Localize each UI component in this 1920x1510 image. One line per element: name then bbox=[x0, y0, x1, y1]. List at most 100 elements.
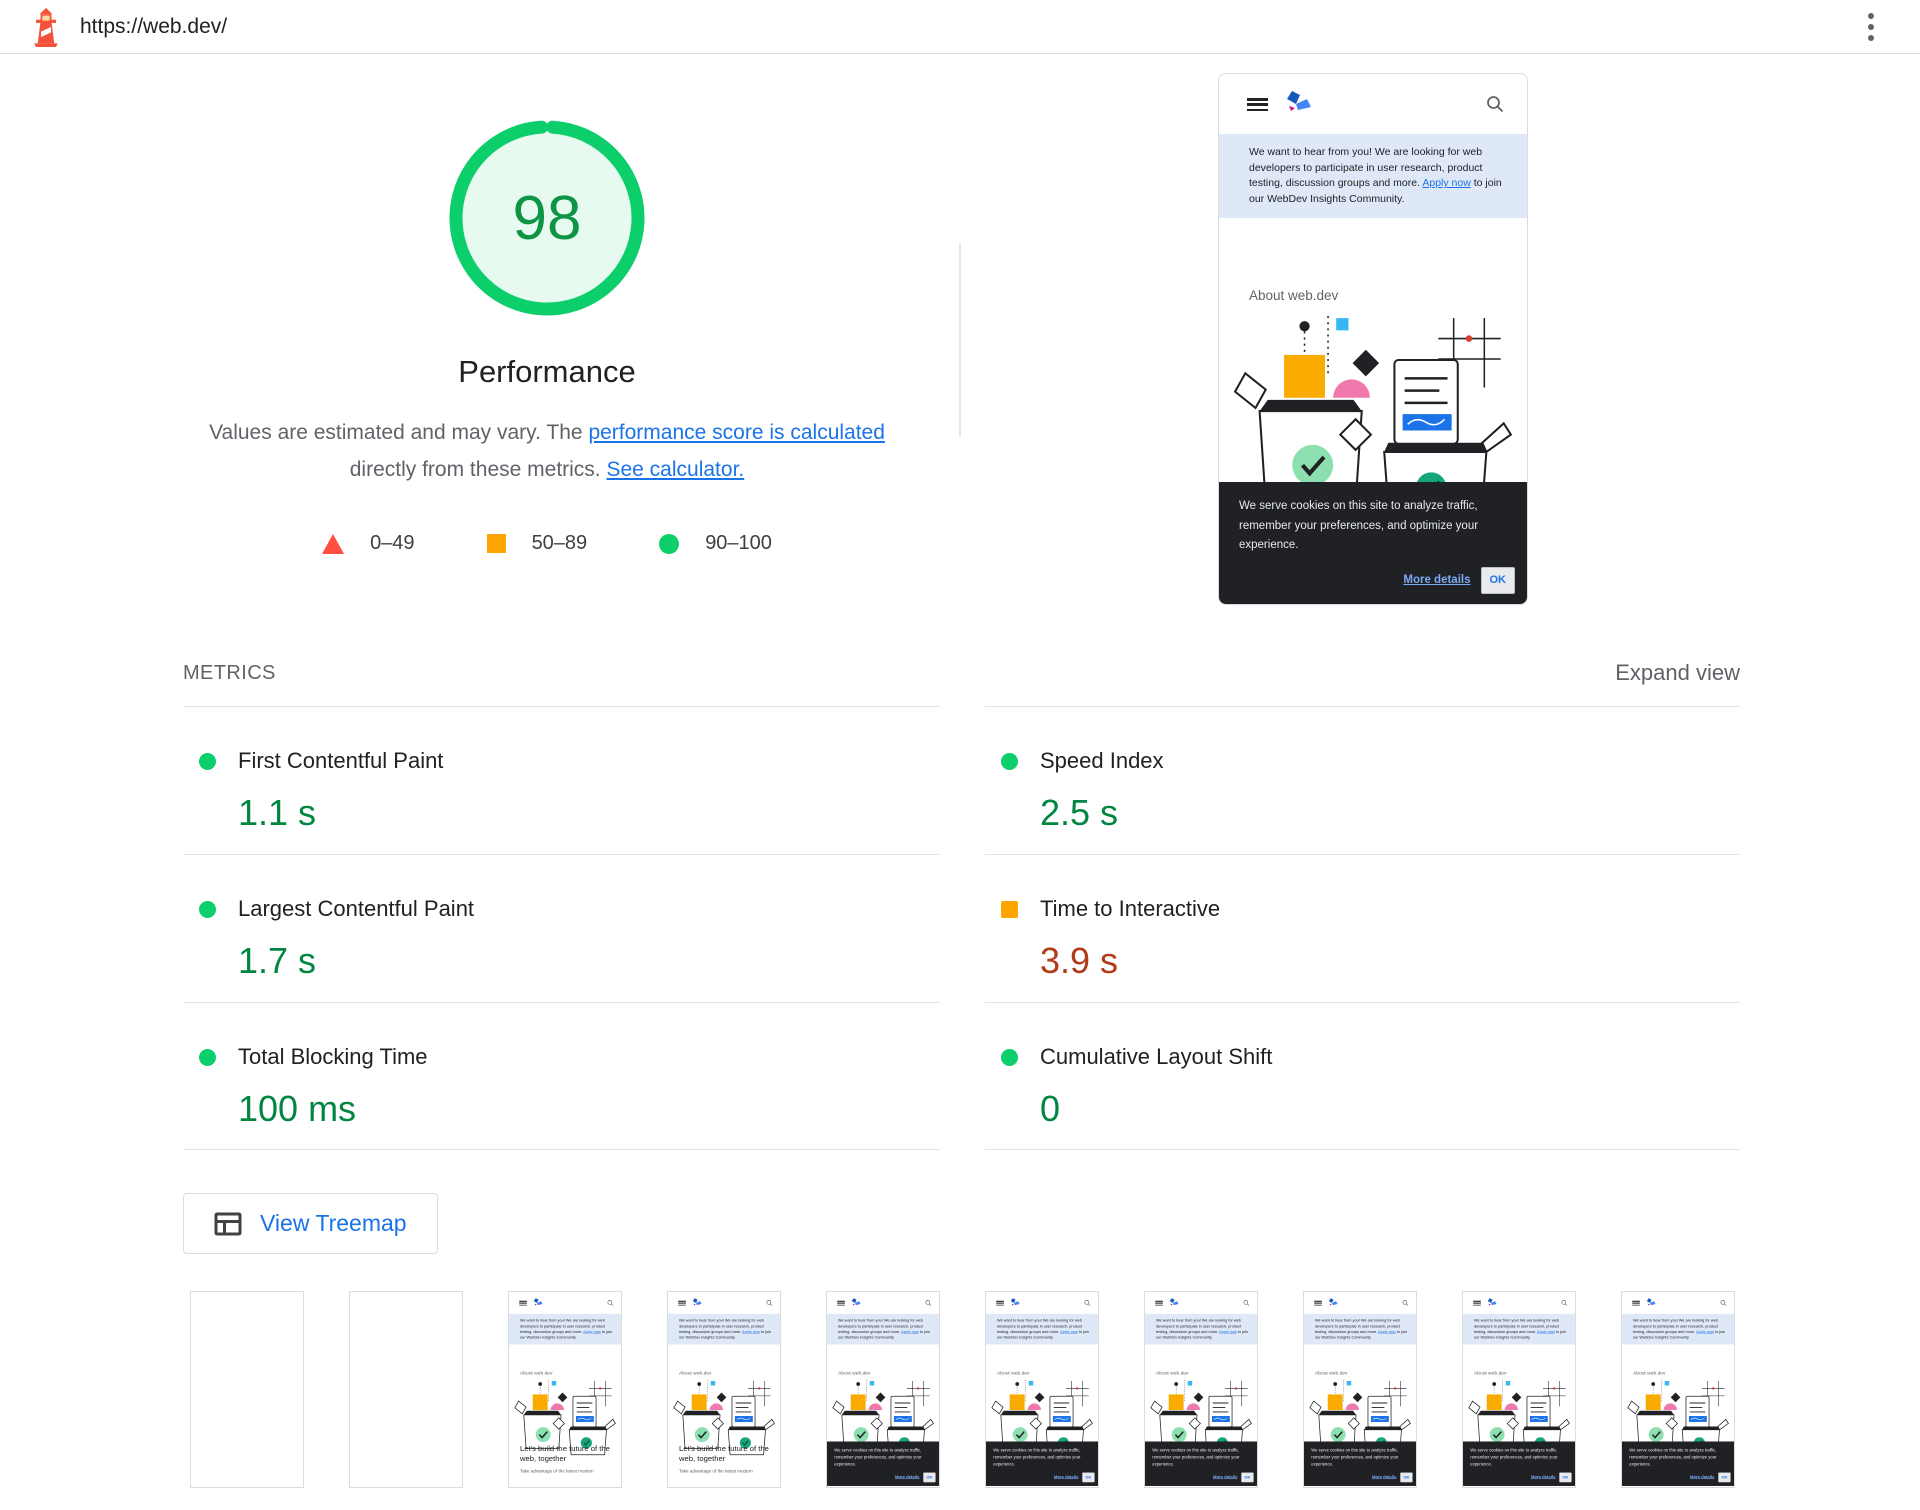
cookie-banner: We serve cookies on this site to analyze… bbox=[1463, 1441, 1575, 1486]
filmstrip-frame: We want to hear from you! We are looking… bbox=[1144, 1291, 1258, 1488]
research-banner: We want to hear from you! We are looking… bbox=[668, 1313, 780, 1345]
webdev-logo-icon bbox=[1487, 1298, 1497, 1306]
filmstrip-frame: We want to hear from you! We are looking… bbox=[667, 1291, 781, 1488]
cookie-actions: More details OK bbox=[894, 1472, 936, 1483]
cookie-text: We serve cookies on this site to analyze… bbox=[834, 1448, 922, 1467]
kebab-menu-icon[interactable] bbox=[1856, 12, 1886, 42]
score-summary: 98 Performance Values are estimated and … bbox=[180, 54, 914, 555]
filmstrip-frame: We want to hear from you! We are looking… bbox=[826, 1291, 940, 1488]
final-screenshot: We want to hear from you! We are looking… bbox=[1218, 73, 1528, 605]
legend-fail: 0–49 bbox=[322, 532, 415, 555]
banner-text: We want to hear from you! We are looking… bbox=[1314, 1318, 1401, 1334]
more-details-link: More details bbox=[1689, 1474, 1715, 1480]
search-icon bbox=[766, 1300, 773, 1306]
apply-now-link: Apply now bbox=[1060, 1329, 1078, 1334]
see-calculator-link[interactable]: See calculator. bbox=[606, 458, 745, 481]
research-banner: We want to hear from you! We are looking… bbox=[1463, 1313, 1575, 1345]
report-url[interactable]: https://web.dev/ bbox=[80, 15, 228, 38]
category-title: Performance bbox=[458, 354, 636, 389]
hamburger-icon bbox=[1314, 1300, 1322, 1306]
banner-text: We want to hear from you! We are looking… bbox=[1155, 1318, 1242, 1334]
more-details-link: More details bbox=[894, 1474, 920, 1480]
screenshot-header bbox=[827, 1292, 939, 1314]
cookie-text: We serve cookies on this site to analyze… bbox=[1629, 1448, 1717, 1467]
about-heading: About web.dev bbox=[1314, 1370, 1348, 1376]
research-banner: We want to hear from you! We are looking… bbox=[1219, 134, 1527, 218]
webdev-logo-icon bbox=[1287, 91, 1311, 111]
screenshot-header bbox=[986, 1292, 1098, 1314]
legend-pass: 90–100 bbox=[659, 532, 772, 555]
score-calc-link[interactable]: performance score is calculated bbox=[588, 421, 885, 444]
banner-text: We want to hear from you! We are looking… bbox=[1249, 146, 1483, 189]
cookie-actions: More details OK bbox=[1689, 1472, 1731, 1483]
metric-time-to-interactive: Time to Interactive 3.9 s bbox=[985, 854, 1740, 1002]
metric-name: Speed Index bbox=[1040, 748, 1164, 773]
hero-headline-block: Let's build the future of the web, toget… bbox=[678, 1444, 772, 1474]
treemap-icon bbox=[214, 1212, 242, 1235]
filmstrip-frame bbox=[349, 1291, 463, 1488]
filmstrip: We want to hear from you! We are looking… bbox=[0, 1291, 1920, 1491]
banner-text: to join our WebDev Insights Community. bbox=[678, 1329, 772, 1340]
ok-button: OK bbox=[1480, 566, 1515, 594]
metric-status-icon bbox=[199, 901, 216, 918]
webdev-page-screenshot: We want to hear from you! We are looking… bbox=[827, 1292, 939, 1486]
webdev-page-screenshot: We want to hear from you! We are looking… bbox=[1304, 1292, 1416, 1486]
webdev-logo-icon bbox=[1010, 1298, 1020, 1306]
ok-button: OK bbox=[1400, 1472, 1413, 1483]
legend-range: 50–89 bbox=[531, 532, 588, 554]
screenshot-header bbox=[1304, 1292, 1416, 1314]
screenshot-header bbox=[668, 1292, 780, 1314]
about-heading: About web.dev bbox=[837, 1370, 871, 1376]
cookie-banner: We serve cookies on this site to analyze… bbox=[986, 1441, 1098, 1486]
metric-status-icon bbox=[199, 753, 216, 770]
divider bbox=[959, 243, 961, 436]
search-icon bbox=[1487, 96, 1504, 113]
legend-average: 50–89 bbox=[486, 532, 588, 555]
score-legend: 0–49 50–89 90–100 bbox=[180, 532, 914, 555]
cookie-actions: More details OK bbox=[1212, 1472, 1254, 1483]
research-banner: We want to hear from you! We are looking… bbox=[827, 1313, 939, 1345]
webdev-page-screenshot: We want to hear from you! We are looking… bbox=[1218, 73, 1528, 605]
webdev-illustration bbox=[991, 1380, 1093, 1456]
hero-subline: Take advantage of the latest modern bbox=[678, 1468, 753, 1474]
research-banner: We want to hear from you! We are looking… bbox=[509, 1313, 621, 1345]
cookie-banner: We serve cookies on this site to analyze… bbox=[827, 1441, 939, 1486]
webdev-illustration bbox=[1309, 1380, 1411, 1456]
metric-name: Total Blocking Time bbox=[238, 1044, 428, 1069]
cookie-banner: We serve cookies on this site to analyze… bbox=[1145, 1441, 1257, 1486]
metric-status-icon bbox=[199, 1049, 216, 1066]
screenshot-header bbox=[1622, 1292, 1734, 1314]
about-heading: About web.dev bbox=[678, 1370, 712, 1376]
screenshot-header bbox=[1219, 74, 1527, 134]
webdev-illustration bbox=[1150, 1380, 1252, 1456]
score-value: 98 bbox=[512, 183, 582, 253]
score-description: Values are estimated and may vary. The p… bbox=[199, 414, 895, 488]
banner-text: to join our WebDev Insights Community. bbox=[837, 1329, 931, 1340]
cookie-actions: More details OK bbox=[1371, 1472, 1413, 1483]
metric-largest-contentful-paint: Largest Contentful Paint 1.7 s bbox=[183, 854, 940, 1002]
banner-text: to join our WebDev Insights Community. bbox=[1473, 1329, 1567, 1340]
more-details-link: More details bbox=[1371, 1474, 1397, 1480]
about-heading: About web.dev bbox=[1473, 1370, 1507, 1376]
banner-text: We want to hear from you! We are looking… bbox=[519, 1318, 606, 1334]
about-heading: About web.dev bbox=[1155, 1370, 1189, 1376]
cookie-banner: We serve cookies on this site to analyze… bbox=[1622, 1441, 1734, 1486]
about-heading: About web.dev bbox=[996, 1370, 1030, 1376]
filmstrip-frame: We want to hear from you! We are looking… bbox=[1303, 1291, 1417, 1488]
ok-button: OK bbox=[923, 1472, 936, 1483]
metric-value: 1.1 s bbox=[238, 792, 317, 833]
expand-view-link[interactable]: Expand view bbox=[1615, 660, 1740, 685]
apply-now-link: Apply now bbox=[1219, 1329, 1237, 1334]
pass-circle-icon bbox=[659, 533, 680, 554]
more-details-link: More details bbox=[1212, 1474, 1238, 1480]
hamburger-icon bbox=[1247, 98, 1268, 111]
cookie-text: We serve cookies on this site to analyze… bbox=[1152, 1448, 1240, 1467]
about-heading: About web.dev bbox=[1632, 1370, 1666, 1376]
view-treemap-button[interactable]: View Treemap bbox=[183, 1193, 438, 1254]
apply-now-link: Apply now bbox=[1422, 177, 1471, 189]
webdev-page-screenshot: We want to hear from you! We are looking… bbox=[1145, 1292, 1257, 1486]
cookie-text: We serve cookies on this site to analyze… bbox=[1311, 1448, 1399, 1467]
metric-value: 0 bbox=[1040, 1088, 1061, 1129]
ok-button: OK bbox=[1559, 1472, 1572, 1483]
cookie-banner: We serve cookies on this site to analyze… bbox=[1304, 1441, 1416, 1486]
